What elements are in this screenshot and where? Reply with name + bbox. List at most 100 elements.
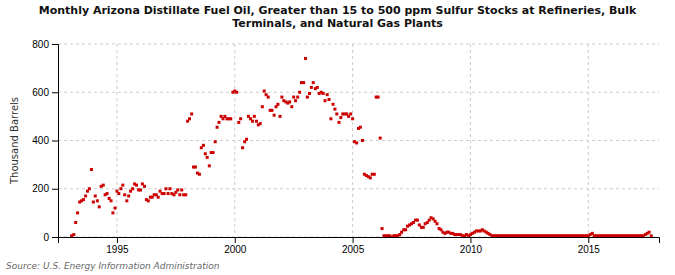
point [121,184,124,187]
tick-mark [52,92,58,93]
point [296,96,299,99]
point [125,199,128,202]
point [92,201,95,204]
tick-label: 2015 [578,244,601,255]
y-axis: 0 200 400 600 800 [32,39,58,243]
title-line: Terminals, and Natural Gas Plants [232,17,443,30]
y-axis-title: Thousand Barrels [9,97,20,185]
point [263,90,266,93]
tick-label: 2000 [224,244,247,255]
point [339,116,342,119]
point [190,112,193,115]
tick-label: 400 [32,135,49,146]
axis-line [52,45,59,238]
tick-label: 1995 [106,244,129,255]
tick: 400 [32,135,58,146]
point [96,199,99,202]
tick-label: 200 [32,183,49,194]
point [306,96,309,99]
title: Monthly Arizona Distillate Fuel Oil, Gre… [39,4,637,30]
point [253,115,256,118]
point [235,91,238,94]
point [119,187,122,190]
point [135,184,138,187]
tick-mark [588,237,589,243]
point [212,151,215,154]
point [361,139,364,142]
point [188,117,191,120]
point [167,192,170,195]
point [251,120,254,123]
point [76,211,79,214]
grid-line-y [58,140,659,141]
point [308,92,311,95]
point [237,121,240,124]
point [184,193,187,196]
point [373,173,376,176]
point [271,109,274,112]
tick: 2015 [578,237,601,255]
point [204,152,207,155]
point [322,92,325,95]
point [111,211,114,214]
point [337,121,340,124]
tick: 200 [32,183,58,194]
point [143,185,146,188]
tick: 600 [32,87,58,98]
tick-label: 800 [32,39,49,50]
tick-mark [52,44,58,45]
point [292,96,295,99]
point [110,199,113,202]
tick-mark [117,237,118,243]
point [259,122,262,125]
point [84,194,87,197]
point [147,199,150,202]
point [255,120,258,123]
point [381,227,384,230]
point [102,184,105,187]
point [90,168,93,171]
point [332,103,335,106]
point [178,193,181,196]
tick-label: 0 [43,232,49,243]
point [98,205,101,208]
grid-line-y [58,92,659,93]
point [290,105,293,108]
point [114,207,117,210]
point [369,176,372,179]
tick-label: 2010 [460,244,483,255]
tick: 0 [43,232,58,243]
point [139,188,142,191]
point [302,81,305,84]
tick-mark [353,237,354,243]
point [72,233,75,236]
source: Source: U.S. Energy Information Administ… [6,261,220,271]
point [650,234,653,237]
point [280,96,283,99]
grid [58,44,659,237]
point [117,192,120,195]
point [88,187,91,190]
point [267,96,270,99]
point [379,137,382,140]
point [310,86,313,89]
tick: 2005 [342,237,365,255]
tick: 1995 [106,237,129,255]
point [404,228,407,231]
tick-mark [470,237,471,243]
title-line: Monthly Arizona Distillate Fuel Oil, Gre… [39,4,637,17]
tick-mark [52,189,58,190]
point [273,114,276,117]
point [359,126,362,129]
point [335,112,338,115]
point [377,96,380,99]
point [304,57,307,60]
grid-line-y [58,188,659,189]
point [333,108,336,111]
tick-mark [52,237,58,238]
point [239,117,242,120]
point [326,93,329,96]
grid-line-x [470,44,471,237]
point [241,146,244,149]
point [435,222,438,225]
